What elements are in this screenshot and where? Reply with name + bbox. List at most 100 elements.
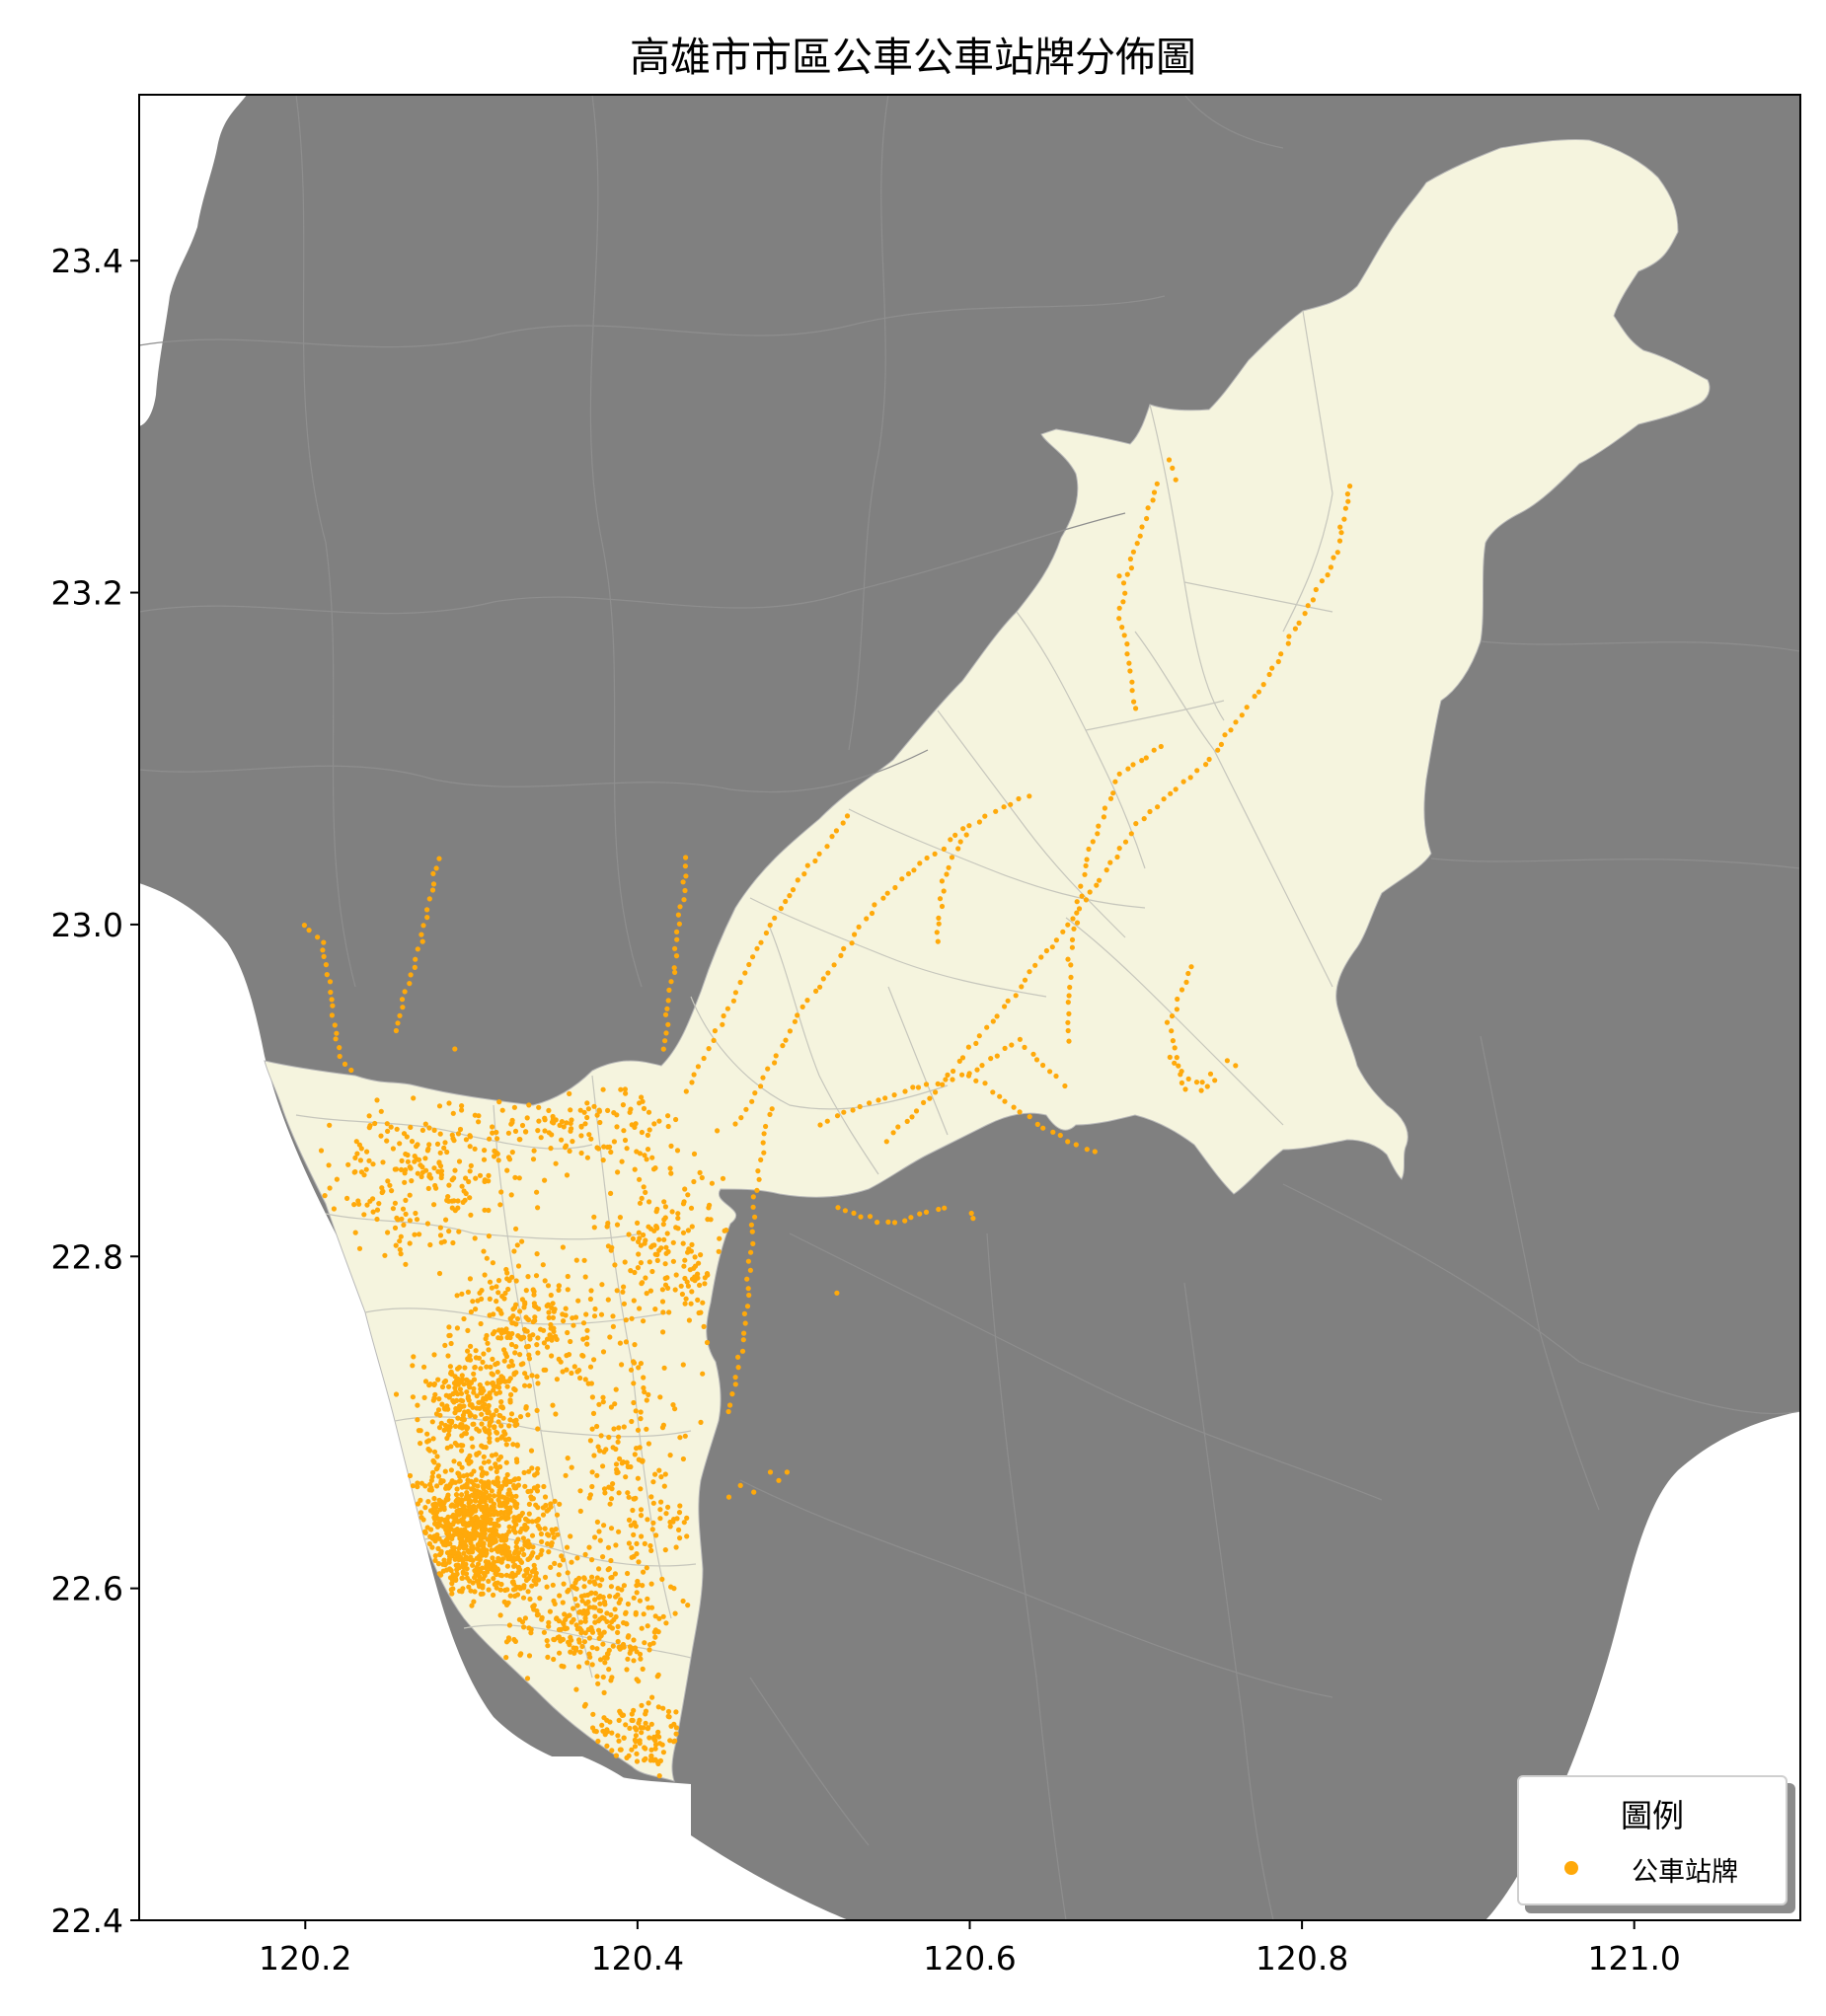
- bus-stop-point: [597, 1616, 603, 1622]
- bus-stop-point: [607, 1623, 613, 1629]
- bus-stop-point: [491, 1311, 496, 1317]
- bus-stop-point: [635, 1220, 641, 1226]
- bus-stop-point: [465, 1356, 471, 1362]
- bus-stop-point: [508, 1341, 515, 1348]
- bus-stop-point: [524, 1115, 530, 1121]
- bus-stop-point: [621, 1301, 628, 1307]
- bus-stop-point: [1188, 964, 1194, 970]
- bus-stop-point: [483, 1336, 489, 1342]
- bus-stop-point: [489, 1547, 495, 1553]
- bus-stop-point: [415, 1402, 420, 1408]
- bus-stop-point: [576, 1368, 582, 1374]
- bus-stop-point: [476, 1428, 482, 1434]
- bus-stop-point: [459, 1575, 466, 1581]
- bus-stop-point: [450, 1586, 456, 1592]
- bus-stop-point: [588, 1381, 595, 1386]
- bus-stop-point: [1107, 795, 1114, 801]
- bus-stop-point: [610, 1481, 616, 1487]
- bus-stop-point: [473, 1175, 479, 1181]
- bus-stop-point: [358, 1146, 364, 1152]
- bus-stop-point: [990, 1018, 996, 1024]
- bus-stop-point: [446, 1324, 452, 1330]
- bus-stop-point: [685, 1192, 691, 1198]
- bus-stop-point: [415, 946, 420, 952]
- bus-stop-point: [549, 1336, 555, 1342]
- bus-stop-point: [652, 1746, 658, 1752]
- bus-stop-point: [534, 1342, 540, 1348]
- bus-stop-point: [489, 1371, 495, 1377]
- bus-stop-point: [448, 1444, 454, 1450]
- bus-stop-point: [772, 1060, 778, 1066]
- bus-stop-point: [742, 970, 748, 976]
- bus-stop-point: [683, 1296, 689, 1302]
- legend-label: 公車站牌: [1632, 1857, 1738, 1888]
- bus-stop-point: [615, 1629, 621, 1635]
- bus-stop-point: [616, 1529, 622, 1534]
- bus-stop-point: [677, 1435, 683, 1441]
- bus-stop-point: [463, 1561, 469, 1567]
- bus-stop-point: [507, 1505, 513, 1511]
- bus-stop-point: [487, 1422, 493, 1429]
- bus-stop-point: [910, 1084, 916, 1090]
- bus-stop-point: [378, 1133, 384, 1139]
- bus-stop-point: [426, 1173, 432, 1179]
- map-title: 高雄市市區公車公車站牌分佈圖: [630, 34, 1196, 81]
- bus-stop-point: [968, 1210, 974, 1217]
- bus-stop-point: [689, 1224, 695, 1230]
- bus-stop-point: [608, 1496, 615, 1502]
- bus-stop-point: [747, 1267, 754, 1273]
- bus-stop-point: [530, 1318, 536, 1325]
- bus-stop-point: [682, 1275, 688, 1282]
- bus-stop-point: [402, 1179, 408, 1185]
- bus-stop-point: [596, 1635, 602, 1641]
- bus-stop-point: [487, 1439, 493, 1445]
- bus-stop-point: [1252, 694, 1257, 700]
- bus-stop-point: [568, 1634, 573, 1640]
- bus-stop-point: [1001, 804, 1007, 810]
- bus-stop-point: [361, 1212, 367, 1218]
- bus-stop-point: [426, 1125, 432, 1131]
- bus-stop-point: [1244, 705, 1250, 710]
- bus-stop-point: [574, 1555, 580, 1561]
- bus-stop-point: [1286, 634, 1292, 639]
- bus-stop-point: [787, 893, 793, 899]
- bus-stop-point: [481, 1498, 487, 1505]
- bus-stop-point: [543, 1502, 549, 1509]
- bus-stop-point: [646, 1700, 651, 1706]
- bus-stop-point: [525, 1412, 531, 1418]
- bus-stop-point: [407, 1240, 413, 1246]
- bus-stop-point: [611, 1139, 618, 1145]
- bus-stop-point: [539, 1616, 545, 1622]
- bus-stop-point: [654, 1257, 660, 1263]
- bus-stop-point: [511, 1483, 517, 1489]
- bus-stop-point: [437, 1523, 443, 1529]
- bus-stop-point: [642, 1153, 647, 1158]
- bus-stop-point: [459, 1433, 465, 1439]
- bus-stop-point: [882, 1095, 888, 1101]
- bus-stop-point: [478, 1366, 484, 1372]
- bus-stop-point: [597, 1630, 603, 1637]
- bus-stop-point: [619, 1460, 625, 1466]
- bus-stop-point: [342, 1061, 348, 1067]
- bus-stop-point: [620, 1289, 626, 1295]
- bus-stop-point: [825, 970, 831, 976]
- bus-stop-point: [1175, 996, 1180, 1003]
- bus-stop-point: [1131, 699, 1137, 705]
- bus-stop-point: [415, 1417, 420, 1423]
- bus-stop-point: [504, 1563, 510, 1569]
- bus-stop-point: [691, 1072, 697, 1078]
- bus-stop-point: [442, 1342, 448, 1348]
- bus-stop-point: [503, 1504, 509, 1510]
- bus-stop-point: [1119, 625, 1125, 631]
- bus-stop-point: [742, 1320, 748, 1326]
- bus-stop-point: [711, 1037, 717, 1043]
- bus-stop-point: [403, 1261, 409, 1267]
- bus-stop-point: [624, 1755, 630, 1760]
- bus-stop-point: [506, 1549, 512, 1555]
- bus-stop-point: [546, 1623, 552, 1629]
- bus-stop-point: [475, 1483, 481, 1489]
- bus-stop-point: [653, 1532, 659, 1538]
- bus-stop-point: [582, 1274, 588, 1280]
- bus-stop-point: [592, 1613, 598, 1619]
- bus-stop-point: [483, 1527, 489, 1532]
